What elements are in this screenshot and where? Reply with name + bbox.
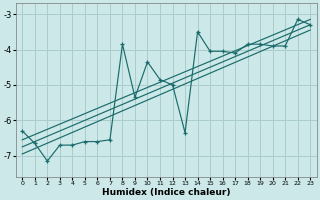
X-axis label: Humidex (Indice chaleur): Humidex (Indice chaleur) xyxy=(102,188,230,197)
